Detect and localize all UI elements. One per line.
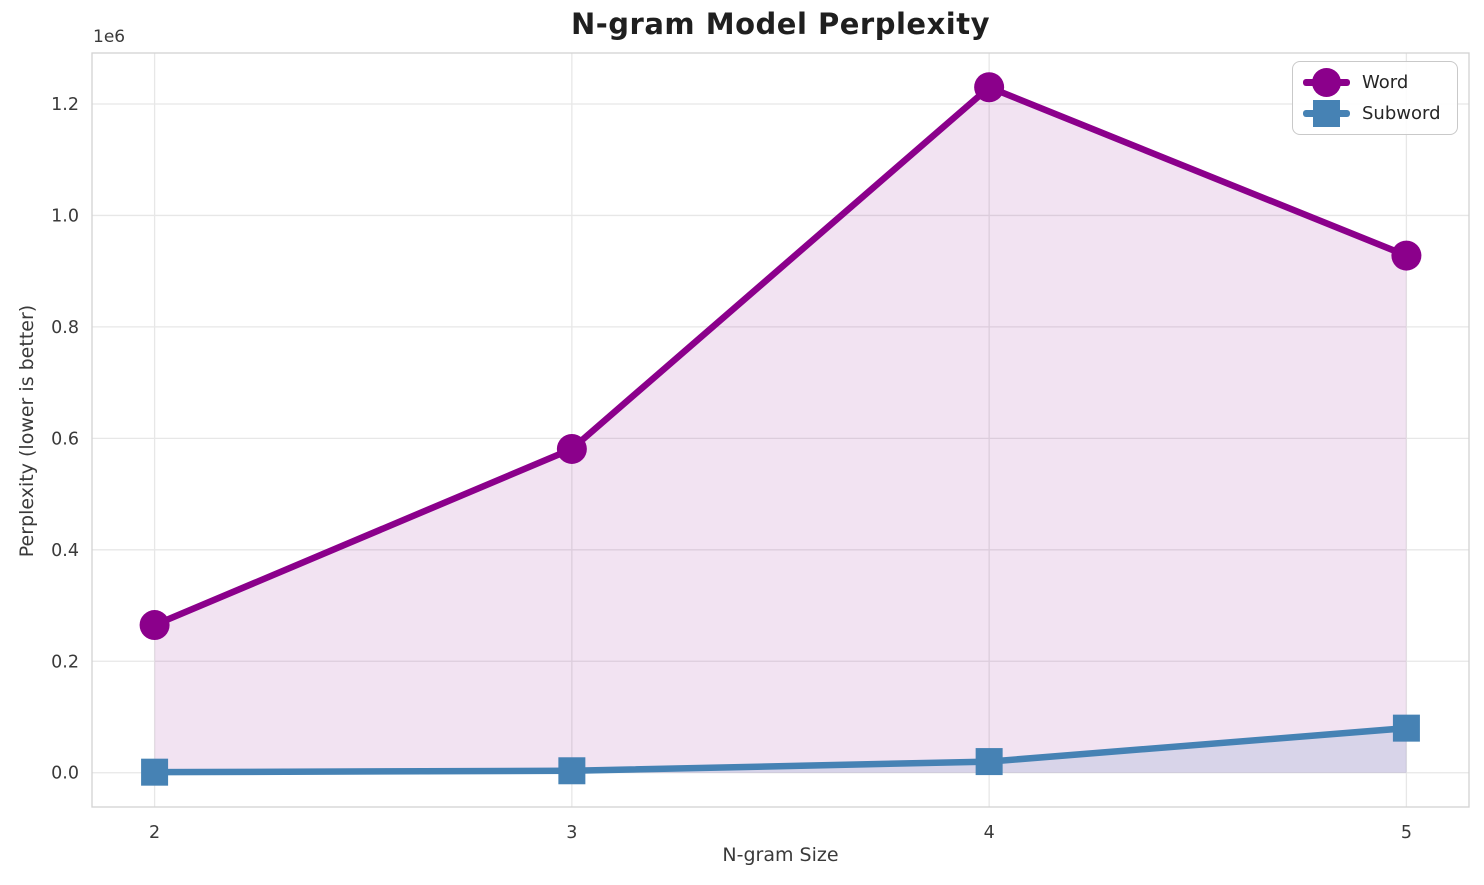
- y-tick-label: 0.4: [51, 541, 79, 561]
- legend-label: Word: [1362, 72, 1409, 93]
- data-point-subword: [141, 758, 169, 786]
- chart-title: N-gram Model Perplexity: [570, 7, 990, 41]
- x-tick-label: 2: [149, 823, 160, 843]
- y-tick-label: 1.2: [51, 95, 79, 115]
- legend-marker-circle: [1312, 68, 1341, 97]
- data-point-subword: [558, 757, 586, 785]
- y-tick-label: 0.2: [51, 652, 79, 672]
- y-tick-label: 0.6: [51, 429, 79, 449]
- data-point-word: [139, 610, 170, 641]
- x-tick-label: 3: [566, 823, 577, 843]
- legend-label: Subword: [1362, 103, 1441, 124]
- data-point-word: [1391, 240, 1422, 271]
- square-marker-icon: [1303, 98, 1350, 129]
- y-axis-offset-text: 1e6: [93, 27, 126, 47]
- legend-item-subword: Subword: [1303, 98, 1441, 129]
- y-tick-label: 0.8: [51, 318, 79, 338]
- data-point-word: [974, 72, 1005, 103]
- y-tick-label: 0.0: [51, 764, 79, 784]
- legend: Word Subword: [1292, 61, 1458, 135]
- x-tick-label: 4: [984, 823, 995, 843]
- series-area-word: [154, 87, 1407, 773]
- x-axis-label: N-gram Size: [722, 844, 839, 866]
- data-point-word: [556, 433, 587, 464]
- series-line-word: [153, 84, 1408, 629]
- y-tick-label: 1.0: [51, 206, 79, 226]
- series-area-subword: [154, 728, 1407, 773]
- circle-marker-icon: [1303, 67, 1350, 98]
- legend-marker-square: [1313, 100, 1340, 127]
- y-axis-label: Perplexity (lower is better): [16, 304, 38, 558]
- data-point-subword: [975, 748, 1003, 776]
- series-line-subword: [154, 724, 1407, 776]
- legend-item-word: Word: [1303, 67, 1441, 98]
- data-point-subword: [1392, 714, 1420, 742]
- x-tick-label: 5: [1401, 823, 1412, 843]
- axes-spines: [91, 52, 1470, 808]
